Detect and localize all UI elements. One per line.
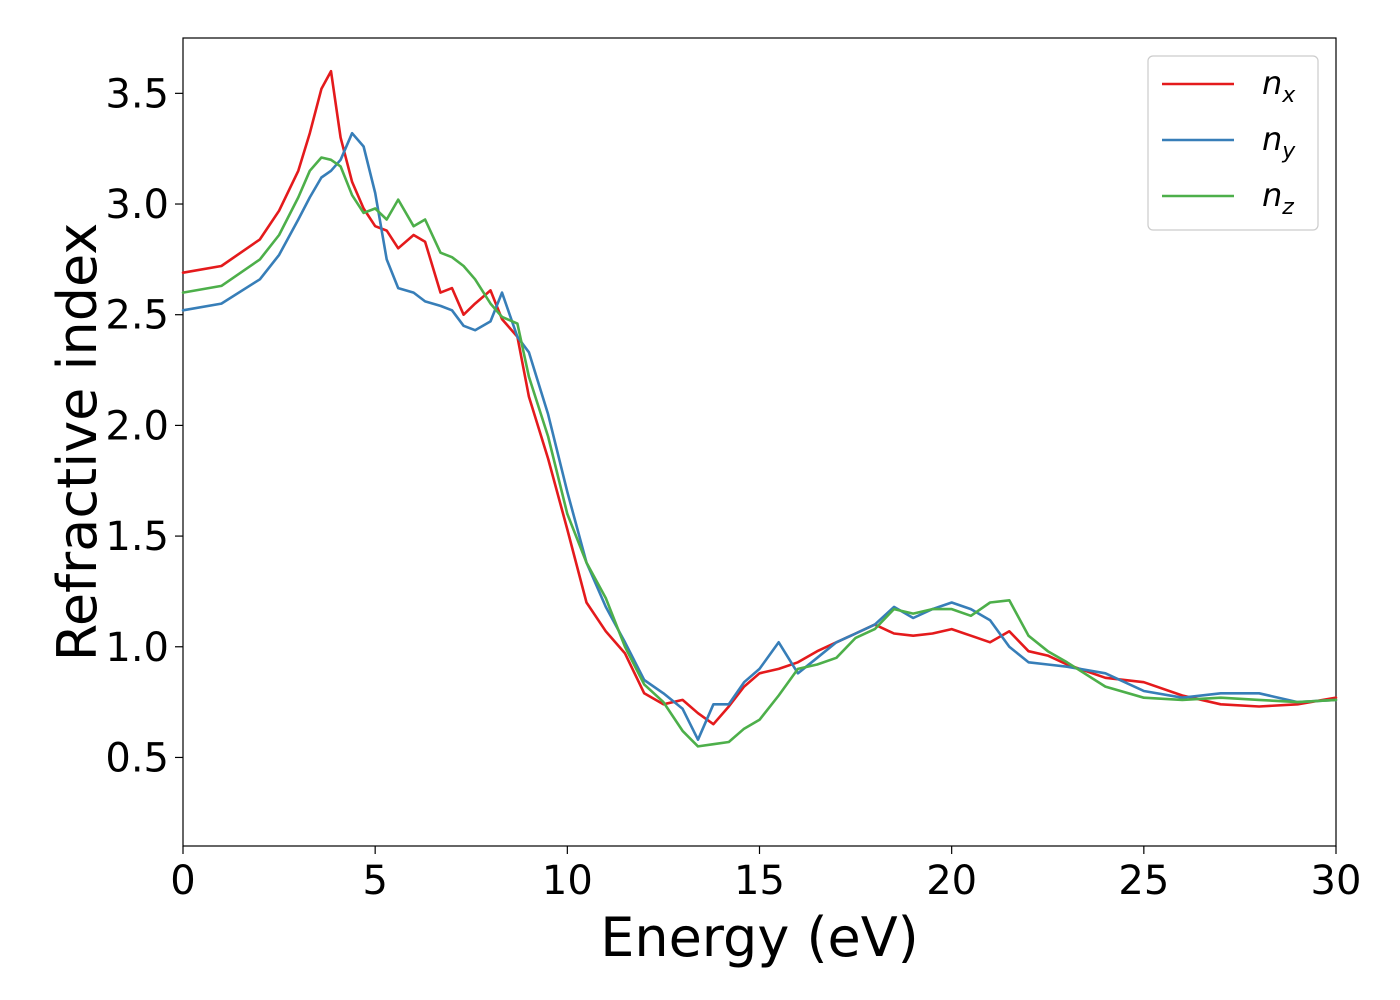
x-tick-label: 15 <box>734 858 785 904</box>
y-axis-title: Refractive index <box>46 223 109 662</box>
y-tick-label: 3.5 <box>105 71 169 117</box>
y-tick-label: 1.0 <box>105 625 169 671</box>
legend-box <box>1147 55 1319 231</box>
series-line-x <box>181 69 1338 726</box>
series-line-y <box>181 131 1338 742</box>
legend-label-x: nx <box>1262 64 1296 108</box>
y-tick-label: 0.5 <box>105 735 169 781</box>
y-tick-label: 2.0 <box>105 403 169 449</box>
x-axis: 0 5 10 15 20 25 30 <box>170 846 1361 904</box>
x-tick-label: 20 <box>926 858 977 904</box>
y-axis: 0.5 1.0 1.5 2.0 2.5 3.0 3.5 <box>105 71 183 781</box>
series-layer <box>181 69 1338 748</box>
x-axis-title: Energy (eV) <box>600 906 919 969</box>
y-tick-label: 2.5 <box>105 293 169 339</box>
legend: nx ny nz <box>1147 55 1319 231</box>
x-tick-label: 25 <box>1118 858 1169 904</box>
series-line-z <box>181 156 1338 748</box>
x-tick-label: 5 <box>362 858 387 904</box>
x-tick-label: 10 <box>542 858 593 904</box>
y-tick-label: 1.5 <box>105 514 169 560</box>
x-tick-label: 30 <box>1311 858 1362 904</box>
x-tick-label: 0 <box>170 858 195 904</box>
legend-label-z: nz <box>1262 176 1294 220</box>
y-tick-label: 3.0 <box>105 182 169 228</box>
legend-label-y: ny <box>1262 120 1296 164</box>
